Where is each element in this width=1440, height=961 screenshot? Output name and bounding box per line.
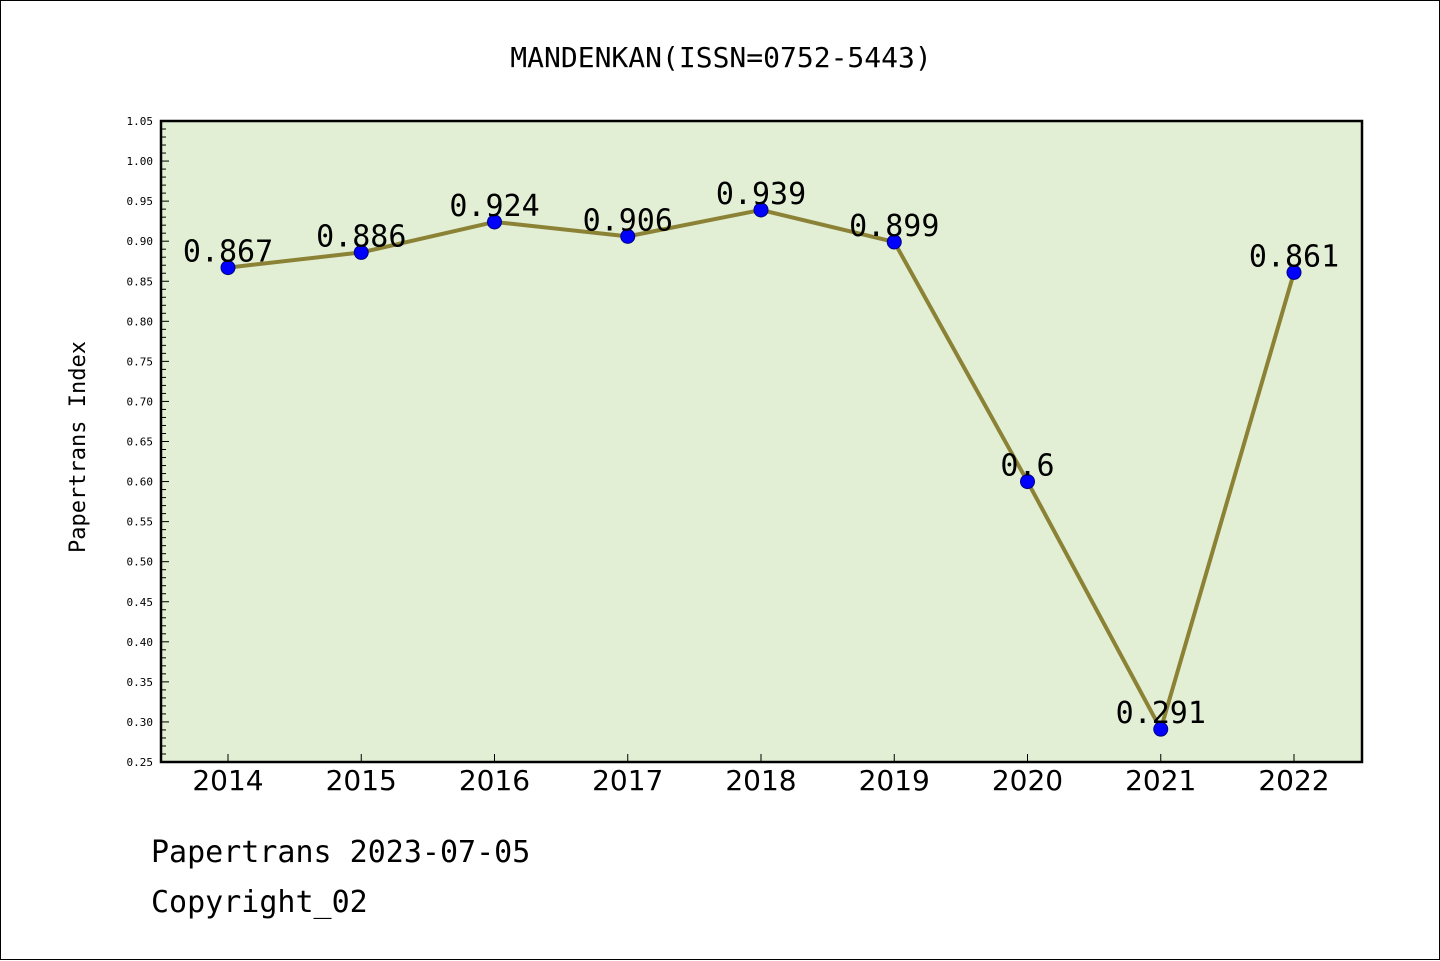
- data-point: [487, 214, 502, 230]
- footer-date: Papertrans 2023-07-05: [151, 835, 531, 870]
- data-label: 0.924: [449, 189, 539, 224]
- y-tick-label: 0.95: [127, 195, 154, 208]
- y-tick-label: 0.45: [127, 596, 154, 609]
- plot-area: [161, 121, 1362, 762]
- data-point: [1153, 721, 1169, 737]
- y-tick-label: 0.55: [127, 516, 154, 529]
- data-label: 0.886: [316, 219, 406, 254]
- y-axis-ticks: 0.25 0.30 0.35 0.40 0.45 0.50 0.55 0.60 0.65 0.70…: [127, 115, 169, 769]
- data-label: 0.906: [583, 203, 673, 238]
- y-axis-label: Papertrans Index: [66, 341, 91, 553]
- x-tick-label: 2022: [1258, 764, 1329, 797]
- data-point: [353, 244, 369, 260]
- y-tick-label: 0.50: [127, 556, 154, 569]
- x-tick-label: 2019: [859, 764, 930, 797]
- y-tick-label: 0.75: [127, 355, 154, 368]
- x-tick-label: 2021: [1125, 764, 1196, 797]
- data-point: [620, 228, 636, 244]
- x-tick-label: 2014: [192, 764, 263, 797]
- y-tick-label: 0.30: [127, 716, 154, 729]
- y-tick-label: 0.70: [127, 395, 154, 408]
- y-tick-label: 0.85: [127, 275, 154, 288]
- data-point: [1020, 474, 1035, 490]
- plot-border: [159, 119, 1364, 764]
- x-tick-label: 2016: [459, 764, 530, 797]
- data-point: [886, 234, 902, 250]
- data-label: 0.867: [183, 235, 273, 270]
- y-tick-label: 1.05: [127, 115, 154, 128]
- data-label: 0.899: [849, 209, 939, 244]
- y-tick-label: 0.60: [127, 476, 154, 489]
- data-label: 0.861: [1249, 239, 1339, 274]
- y-tick-label: 1.00: [127, 155, 154, 168]
- x-tick-label: 2018: [725, 764, 796, 797]
- data-point: [220, 260, 236, 276]
- footer-copyright: Copyright_02: [151, 885, 368, 920]
- y-tick-label: 0.40: [127, 636, 154, 649]
- data-label: 0.939: [716, 177, 806, 212]
- data-label: 0.291: [1116, 696, 1206, 731]
- x-tick-label: 2020: [992, 764, 1063, 797]
- y-tick-label: 0.35: [127, 676, 154, 689]
- data-point: [753, 202, 769, 218]
- data-label: 0.6: [1000, 449, 1054, 484]
- x-tick-label: 2015: [326, 764, 397, 797]
- data-points: [220, 202, 1302, 737]
- y-tick-label: 0.25: [127, 756, 154, 769]
- data-labels: 0.867 0.886 0.924 0.906 0.939 0.899 0.6 0.291 0.…: [183, 177, 1339, 731]
- y-tick-label: 0.90: [127, 235, 154, 248]
- y-tick-label: 0.80: [127, 315, 154, 328]
- y-tick-label: 0.65: [127, 436, 154, 449]
- chart-title: MANDENKAN(ISSN=0752-5443): [510, 41, 931, 74]
- x-tick-label: 2017: [592, 764, 663, 797]
- x-axis-ticks: 2014 2015 2016 2017 2018 2019 2020 2021 2022: [192, 754, 1330, 797]
- data-point: [1286, 264, 1302, 280]
